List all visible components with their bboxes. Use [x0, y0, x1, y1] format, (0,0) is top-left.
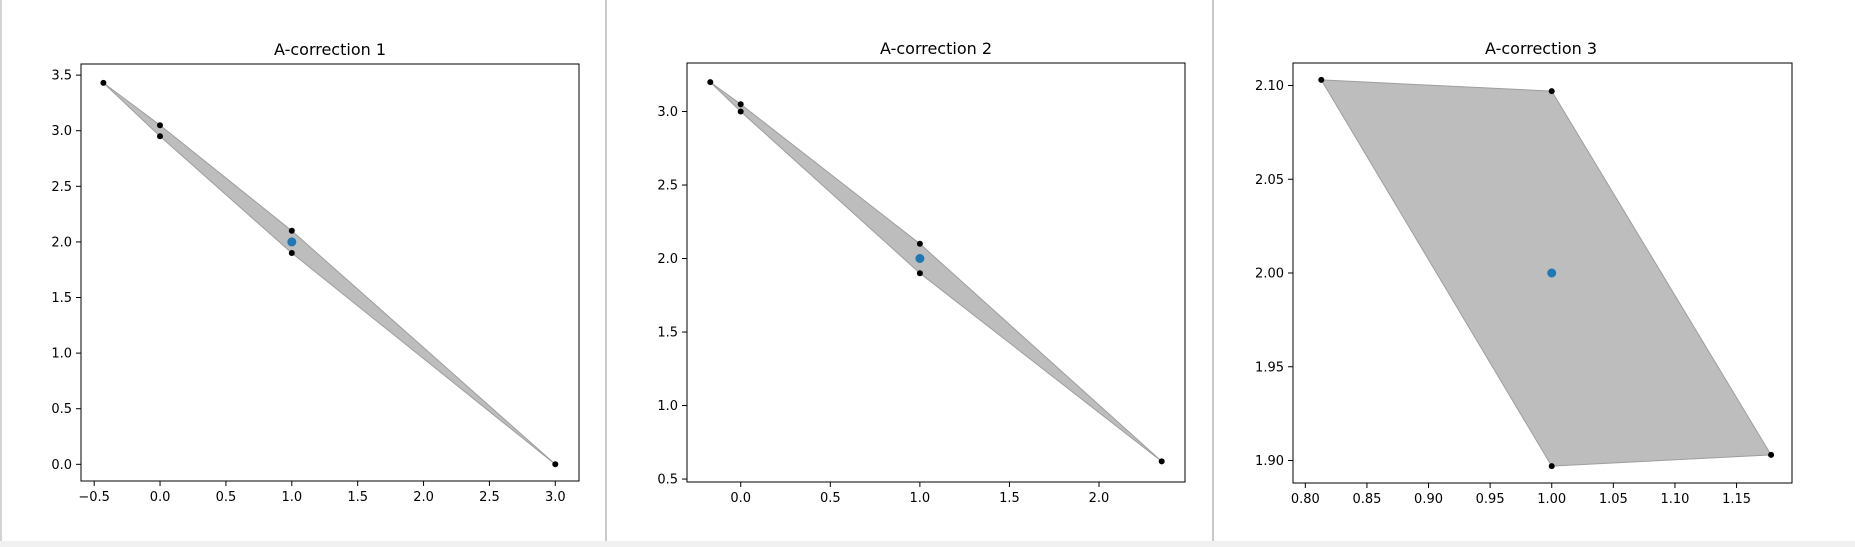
x-tick-label: 1.05 [1599, 492, 1628, 507]
x-tick-label: 2.5 [479, 490, 500, 505]
x-tick-label: 0.90 [1414, 492, 1443, 507]
y-tick-label: 2.05 [1255, 173, 1284, 188]
y-tick-label: 1.90 [1255, 454, 1284, 469]
vertex-point [737, 101, 744, 108]
plot-area: −0.5 0.0 0.5 1.0 1.5 2.0 2.5 3.0 0.0 0.5 1.0 1.5 2.0… [51, 63, 580, 505]
vertex-point [552, 461, 559, 468]
y-tick-label: 3.5 [51, 69, 72, 84]
x-tick-label: 0.85 [1352, 492, 1381, 507]
vertex-point [1318, 76, 1325, 83]
plot-area: 0.80 0.85 0.90 0.95 1.00 1.05 1.10 1.15 1.90 1.95… [1255, 62, 1793, 507]
x-tick-label: 0.0 [730, 491, 751, 506]
x-tick-label: 0.95 [1476, 492, 1505, 507]
x-tick-label: 1.00 [1537, 492, 1566, 507]
x-tick-label: −0.5 [78, 490, 110, 505]
bottom-strip [0, 541, 1855, 547]
x-tick-label: 0.5 [820, 491, 841, 506]
vertex-point [916, 240, 923, 247]
chart-title: A-correction 3 [1485, 39, 1597, 58]
x-tick-label: 1.5 [347, 490, 368, 505]
chart-title: A-correction 1 [274, 40, 386, 59]
y-tick-label: 2.00 [1255, 267, 1284, 282]
y-tick-label: 0.5 [51, 402, 72, 417]
y-tick-label: 1.5 [657, 326, 678, 341]
y-tick-label: 2.5 [51, 180, 72, 195]
vertex-point [916, 270, 923, 277]
y-tick-label: 3.0 [51, 124, 72, 139]
y-tick-label: 0.5 [657, 473, 678, 488]
vertex-point [157, 133, 163, 140]
x-tick-label: 3.0 [545, 490, 566, 505]
x-tick-label: 1.0 [910, 491, 931, 506]
x-tick-label: 1.0 [281, 490, 302, 505]
y-tick-label: 0.0 [51, 458, 72, 473]
y-tick-label: 3.0 [657, 105, 678, 120]
center-point [287, 237, 297, 247]
x-tick-label: 2.0 [1089, 491, 1110, 506]
vertex-point [1548, 463, 1555, 470]
x-tick-label: 1.5 [999, 491, 1020, 506]
vertex-point [707, 79, 714, 86]
vertex-point [100, 79, 107, 86]
y-tick-label: 1.0 [657, 399, 678, 414]
y-tick-label: 1.95 [1255, 360, 1284, 375]
vertex-point [1158, 458, 1165, 465]
vertex-point [157, 122, 163, 129]
center-point [1547, 268, 1557, 278]
axes-frame [686, 62, 1186, 483]
x-tick-label: 1.15 [1722, 492, 1751, 507]
y-tick-label: 2.5 [657, 179, 678, 194]
y-tick-label: 2.0 [657, 252, 678, 267]
y-tick-label: 2.10 [1255, 79, 1284, 94]
x-tick-label: 0.80 [1291, 492, 1320, 507]
y-tick-label: 1.0 [51, 347, 72, 362]
vertex-point [737, 108, 744, 115]
subplot-a-correction-3: A-correction 3 0.80 0.85 0.90 0.95 1.00 1.05 1… [1255, 39, 1793, 507]
vertex-point [288, 227, 295, 234]
plot-area: 0.0 0.5 1.0 1.5 2.0 0.5 1.0 1.5 2.0 2.5 3.0 [657, 62, 1186, 506]
x-tick-label: 0.5 [216, 490, 237, 505]
vertex-point [288, 250, 295, 256]
center-point [915, 254, 925, 263]
vertex-point [1768, 451, 1775, 458]
subplot-a-correction-2: A-correction 2 0.0 0.5 1.0 1.5 2.0 0.5 1.0 1.5 2… [657, 39, 1186, 506]
y-tick-label: 2.0 [51, 235, 72, 250]
x-tick-label: 0.0 [150, 490, 171, 505]
axes-frame [80, 63, 580, 482]
x-tick-label: 1.10 [1660, 492, 1689, 507]
y-tick-label: 1.5 [51, 291, 72, 306]
vertex-point [1548, 88, 1555, 95]
subplot-a-correction-1: A-correction 1 −0.5 0.0 0.5 1.0 1.5 2.0 2.5 3.0… [51, 40, 580, 505]
x-tick-label: 2.0 [413, 490, 434, 505]
chart-title: A-correction 2 [880, 39, 992, 58]
